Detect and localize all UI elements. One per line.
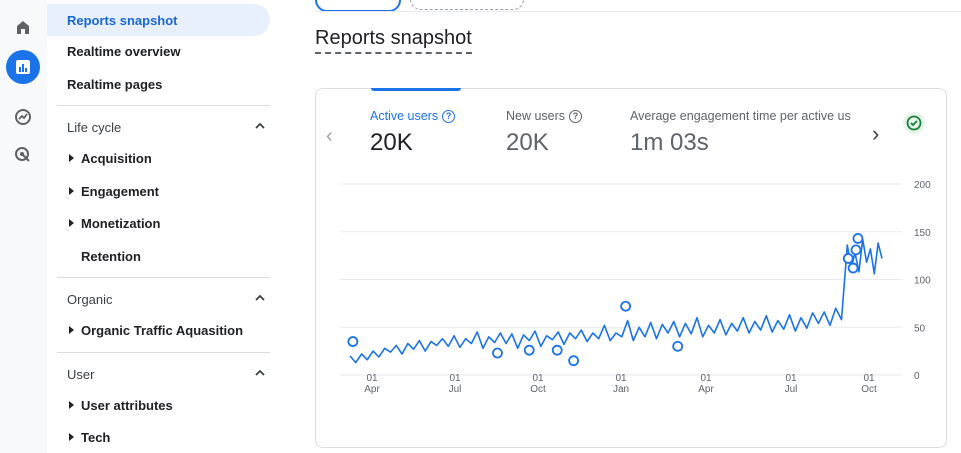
reports-icon[interactable] — [6, 50, 40, 84]
active-tab-indicator — [371, 88, 461, 91]
metric-label: Active users — [370, 109, 439, 123]
expand-caret-icon — [69, 219, 74, 227]
metric-label: New users — [506, 109, 566, 123]
nav-acquisition[interactable]: Acquisition — [57, 142, 270, 174]
prev-arrow-icon[interactable]: ‹ — [326, 125, 333, 147]
section-title: Life cycle — [67, 119, 122, 135]
x-tick-month: Apr — [698, 384, 714, 395]
x-tick-day: 01 — [615, 373, 627, 384]
anomaly-marker — [620, 300, 632, 312]
metric-tab-engagement-time[interactable]: Average engagement time per active us — [630, 109, 864, 123]
expand-caret-icon — [69, 433, 74, 441]
reports-nav: Reports snapshot Realtime overview Realt… — [47, 0, 287, 453]
divider — [57, 352, 270, 353]
anomaly-marker — [852, 233, 864, 244]
nav-label: Realtime pages — [67, 76, 163, 92]
chevron-up-icon — [255, 369, 265, 376]
metrics-card: ‹ Active users? 20K New users? 20K Avera… — [315, 88, 947, 448]
anomaly-marker — [672, 340, 684, 352]
anomaly-marker — [568, 355, 579, 367]
nav-label: Retention — [81, 248, 141, 264]
help-icon[interactable]: ? — [442, 110, 456, 124]
expand-caret-icon — [69, 401, 74, 409]
check-status-icon[interactable] — [902, 111, 926, 135]
metric-value: 1m 03s — [630, 129, 709, 156]
anomaly-marker — [551, 344, 563, 356]
metric-tab-active-users[interactable]: Active users? — [370, 109, 456, 124]
x-tick-month: Jul — [449, 384, 462, 395]
nav-engagement[interactable]: Engagement — [57, 175, 270, 207]
next-arrow-icon[interactable]: › — [872, 121, 880, 146]
nav-label: Tech — [81, 429, 111, 445]
advertising-icon[interactable] — [6, 138, 40, 172]
section-title: User — [67, 366, 95, 382]
x-tick-month: Apr — [364, 384, 380, 395]
anomaly-marker — [847, 262, 859, 274]
x-tick-day: 01 — [785, 373, 797, 384]
section-user[interactable]: User — [57, 359, 270, 389]
y-tick-label: 50 — [914, 323, 926, 334]
anomaly-marker — [492, 347, 503, 359]
nav-label: Reports snapshot — [67, 12, 178, 28]
nav-reports-snapshot[interactable]: Reports snapshot — [47, 4, 270, 36]
x-tick-month: Jul — [785, 384, 798, 395]
nav-label: Engagement — [81, 183, 160, 199]
x-tick-day: 01 — [366, 373, 378, 384]
x-tick-day: 01 — [532, 373, 544, 384]
x-tick-day: 01 — [863, 373, 875, 384]
nav-label: Realtime overview — [67, 43, 181, 59]
nav-label: Organic Traffic Aquasition — [81, 322, 244, 338]
divider — [57, 105, 270, 106]
chevron-up-icon — [255, 294, 265, 301]
add-comparison-chip[interactable] — [410, 0, 524, 10]
series-line — [349, 238, 883, 364]
x-tick-month: Oct — [861, 384, 877, 395]
anomaly-marker — [523, 344, 535, 356]
x-tick-day: 01 — [449, 373, 461, 384]
y-tick-label: 0 — [914, 371, 920, 382]
page-title: Reports snapshot — [315, 27, 472, 54]
expand-caret-icon — [69, 154, 74, 162]
metric-label: Average engagement time per active us — [630, 109, 851, 123]
expand-caret-icon — [69, 326, 74, 334]
active-users-line-chart: 05010015020001Apr01Jul01Oct01Jan01Apr01J… — [340, 180, 931, 395]
metric-tab-new-users[interactable]: New users? — [506, 109, 583, 124]
nav-monetization[interactable]: Monetization — [57, 207, 270, 239]
anomaly-marker — [347, 336, 359, 347]
expand-caret-icon — [69, 187, 74, 195]
section-lifecycle[interactable]: Life cycle — [57, 112, 270, 142]
help-icon[interactable]: ? — [569, 110, 583, 124]
nav-label: Acquisition — [81, 150, 152, 166]
nav-user-attributes[interactable]: User attributes — [57, 389, 270, 421]
anomaly-marker — [850, 244, 862, 256]
nav-realtime-overview[interactable]: Realtime overview — [57, 35, 270, 67]
x-tick-day: 01 — [700, 373, 712, 384]
x-tick-month: Oct — [530, 384, 546, 395]
nav-realtime-pages[interactable]: Realtime pages — [57, 68, 270, 100]
x-tick-month: Jan — [613, 384, 629, 395]
y-tick-label: 100 — [914, 276, 931, 287]
metric-value: 20K — [370, 129, 413, 156]
chevron-up-icon — [255, 122, 265, 129]
nav-retention[interactable]: Retention — [57, 240, 270, 272]
home-icon[interactable] — [6, 10, 40, 44]
y-tick-label: 150 — [914, 228, 931, 239]
icon-rail — [0, 0, 48, 453]
nav-label: User attributes — [81, 397, 173, 413]
nav-tech[interactable]: Tech — [57, 421, 270, 453]
header-divider — [315, 11, 961, 12]
nav-organic-traffic[interactable]: Organic Traffic Aquasition — [57, 314, 270, 346]
metric-value: 20K — [506, 129, 549, 156]
y-tick-label: 200 — [914, 180, 931, 191]
explore-icon[interactable] — [6, 100, 40, 134]
divider — [57, 277, 270, 278]
section-organic[interactable]: Organic — [57, 284, 270, 314]
section-title: Organic — [67, 291, 113, 307]
anomaly-marker — [842, 253, 854, 264]
nav-label: Monetization — [81, 215, 161, 231]
